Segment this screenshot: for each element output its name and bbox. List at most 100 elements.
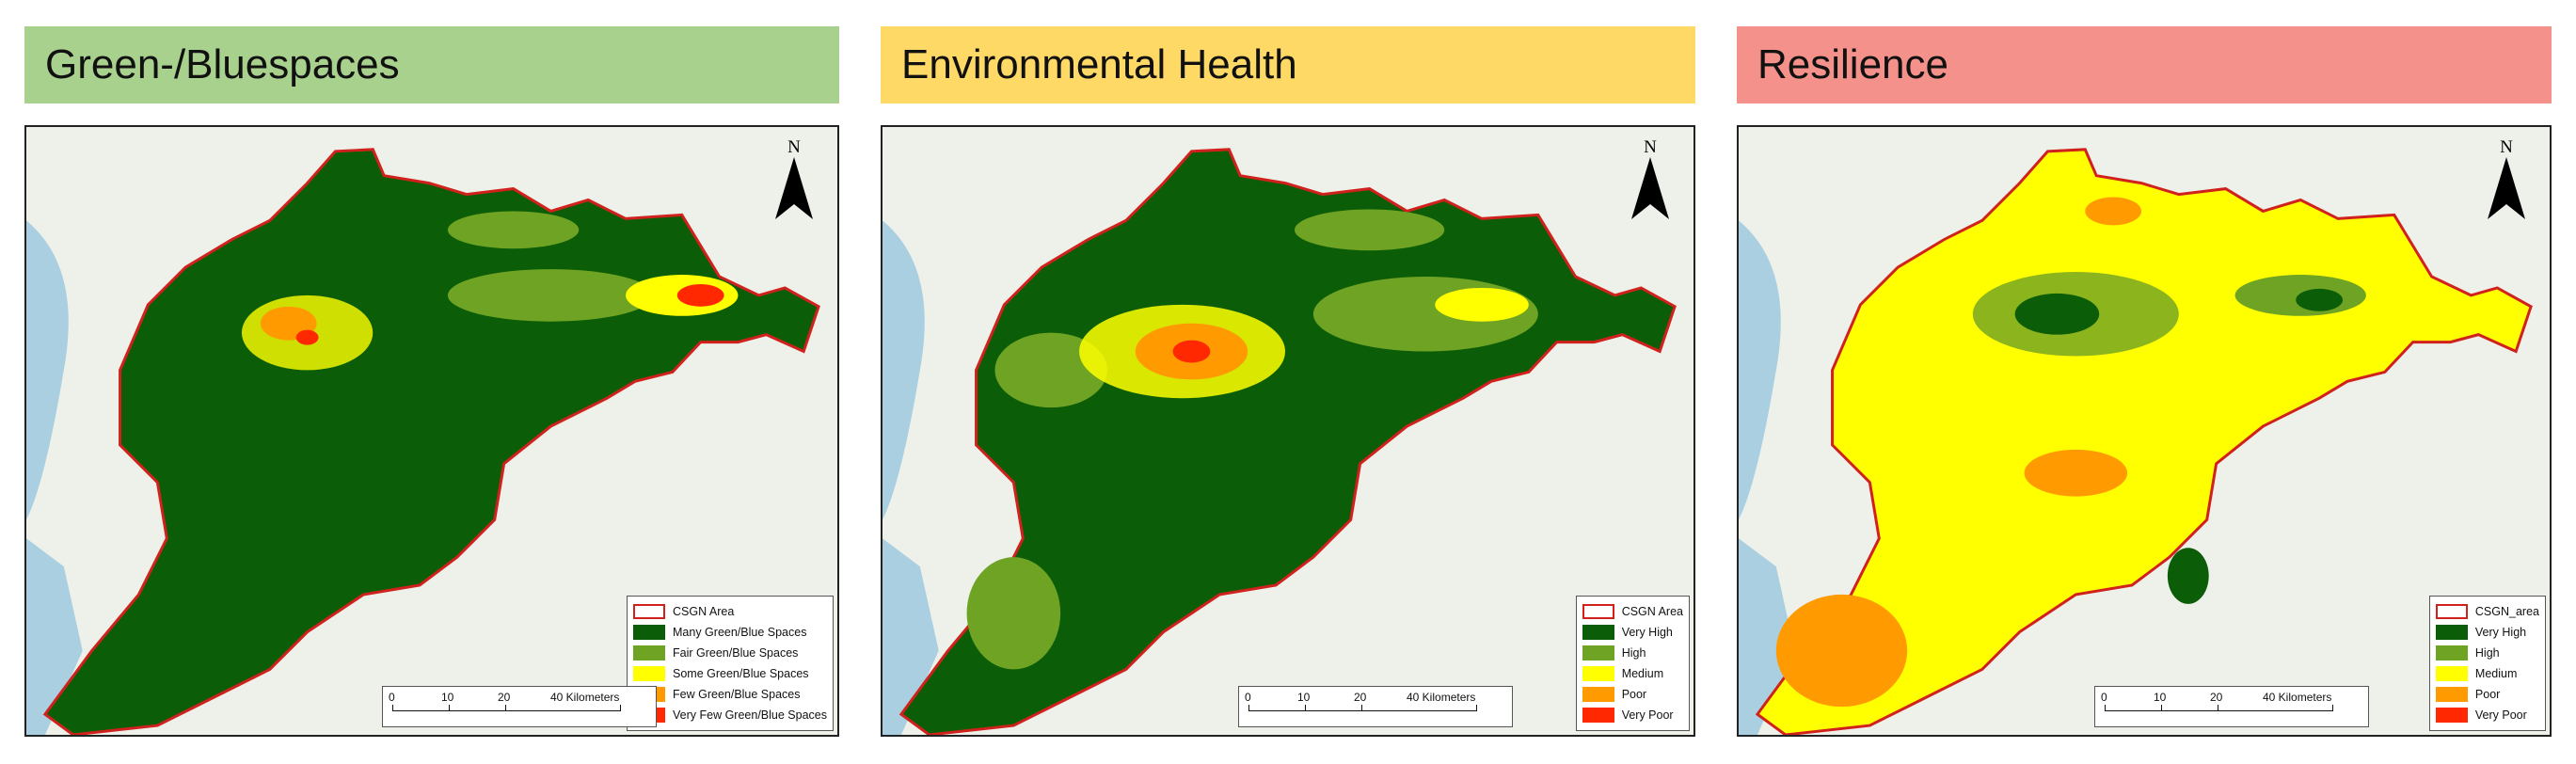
legend-item: High xyxy=(2435,643,2539,663)
legend-swatch xyxy=(1582,687,1614,702)
legend-swatch xyxy=(2435,625,2468,640)
scale-tick xyxy=(1476,705,1477,711)
legend-item: Medium xyxy=(1582,663,1683,684)
legend-label: Very Few Green/Blue Spaces xyxy=(673,708,827,722)
legend-item: Fair Green/Blue Spaces xyxy=(633,643,827,663)
legend-item: Some Green/Blue Spaces xyxy=(633,663,827,684)
patch-fair xyxy=(447,269,654,322)
legend-label: CSGN Area xyxy=(673,605,735,618)
legend-item: Medium xyxy=(2435,663,2539,684)
scale-tick xyxy=(449,705,450,711)
legend-swatch xyxy=(2435,645,2468,661)
legend-item: Very Poor xyxy=(1582,705,1683,725)
legend-swatch xyxy=(2435,604,2468,619)
legend-item: Poor xyxy=(1582,684,1683,705)
patch-medium-east xyxy=(1435,287,1529,322)
panel-title: Green-/Bluespaces xyxy=(45,41,400,88)
legend-label: Poor xyxy=(2474,688,2501,701)
north-label: N xyxy=(787,137,801,157)
panel-resilience: Resilience N CSGN_area Very High xyxy=(1737,0,2552,764)
north-arrow-icon xyxy=(1631,157,1669,219)
scale-bar: 0 10 20 40 Kilometers xyxy=(382,686,657,727)
legend-item: CSGN Area xyxy=(633,601,827,622)
legend-swatch xyxy=(1582,666,1614,681)
patch-high-south xyxy=(966,557,1061,670)
panel-title-bar: Environmental Health xyxy=(881,26,1695,103)
legend-label: Some Green/Blue Spaces xyxy=(673,667,809,680)
water-southwest xyxy=(883,538,939,735)
legend-label: Very High xyxy=(2474,626,2527,639)
legend-label: High xyxy=(1621,646,1646,660)
north-label: N xyxy=(1644,137,1657,157)
patch-poor xyxy=(2024,449,2128,497)
legend-swatch xyxy=(633,604,666,619)
legend-label: Many Green/Blue Spaces xyxy=(673,626,807,639)
legend-swatch xyxy=(1582,604,1614,619)
map-legend: CSGN_area Very High High Medium Poor Ver… xyxy=(2428,596,2546,731)
patch-very-few-east xyxy=(676,283,724,307)
legend-swatch xyxy=(633,666,666,681)
legend-label: Very Poor xyxy=(2474,708,2527,722)
scale-tick-label: 0 xyxy=(2101,691,2107,704)
map-canvas[interactable] xyxy=(883,127,1693,735)
legend-item: CSGN Area xyxy=(1582,601,1683,622)
scale-line xyxy=(1248,710,1476,711)
scale-tick xyxy=(2161,705,2162,711)
water-west xyxy=(1739,220,1781,520)
patch-very-high-south xyxy=(2167,548,2209,604)
scale-unit-label: 40 Kilometers xyxy=(2263,691,2332,704)
legend-label: Very Poor xyxy=(1621,708,1674,722)
water-west xyxy=(883,220,925,520)
scale-tick xyxy=(2105,705,2106,711)
north-label: N xyxy=(2500,137,2513,157)
map-canvas[interactable] xyxy=(1739,127,2550,735)
legend-swatch xyxy=(1582,645,1614,661)
panel-title: Resilience xyxy=(1757,41,1948,88)
legend-swatch xyxy=(2435,666,2468,681)
legend-label: Medium xyxy=(2474,667,2518,680)
scale-tick-label: 10 xyxy=(2154,691,2167,704)
legend-swatch xyxy=(2435,708,2468,723)
legend-item: CSGN_area xyxy=(2435,601,2539,622)
water-southwest xyxy=(1739,538,1795,735)
scale-bar: 0 10 20 40 Kilometers xyxy=(1238,686,1513,727)
panel-greenbluespaces: Green-/Bluespaces N CSGN Area Many xyxy=(24,0,839,764)
legend-label: High xyxy=(2474,646,2500,660)
patch-poor-south xyxy=(1775,594,1908,708)
legend-label: CSGN Area xyxy=(1621,605,1683,618)
scale-bar: 0 10 20 40 Kilometers xyxy=(2094,686,2369,727)
panel-environmental-health: Environmental Health N CSGN Area Ve xyxy=(881,0,1695,764)
map-frame[interactable]: N CSGN Area Very High High Medium Poor V… xyxy=(881,125,1695,737)
scale-tick-label: 20 xyxy=(2210,691,2223,704)
scale-tick-label: 20 xyxy=(1354,691,1367,704)
legend-label: Few Green/Blue Spaces xyxy=(673,688,801,701)
north-arrow: N xyxy=(2484,138,2529,225)
scale-tick xyxy=(620,705,621,711)
map-frame[interactable]: N CSGN Area Many Green/Blue Spaces Fair … xyxy=(24,125,839,737)
scale-tick-label: 10 xyxy=(441,691,454,704)
legend-item: Very Poor xyxy=(2435,705,2539,725)
legend-swatch xyxy=(633,625,666,640)
map-canvas[interactable] xyxy=(26,127,837,735)
map-legend: CSGN Area Very High High Medium Poor Ver… xyxy=(1575,596,1690,731)
legend-item: Poor xyxy=(2435,684,2539,705)
north-arrow-icon xyxy=(2488,157,2525,219)
north-arrow-icon xyxy=(775,157,813,219)
scale-tick xyxy=(1248,705,1249,711)
north-arrow: N xyxy=(1628,138,1673,225)
legend-swatch xyxy=(633,645,666,661)
legend-item: Many Green/Blue Spaces xyxy=(633,622,827,643)
scale-tick xyxy=(1361,705,1362,711)
scale-tick xyxy=(2332,705,2333,711)
panel-title-bar: Resilience xyxy=(1737,26,2552,103)
legend-label: Medium xyxy=(1621,667,1664,680)
scale-tick-label: 0 xyxy=(1245,691,1251,704)
scale-unit-label: 40 Kilometers xyxy=(1407,691,1476,704)
scale-tick xyxy=(505,705,506,711)
patch-high-north xyxy=(1294,209,1445,251)
legend-item: High xyxy=(1582,643,1683,663)
patch-very-poor xyxy=(1172,340,1211,363)
scale-tick-label: 10 xyxy=(1297,691,1311,704)
map-frame[interactable]: N CSGN_area Very High High Medium Poor V… xyxy=(1737,125,2552,737)
legend-item: Few Green/Blue Spaces xyxy=(633,684,827,705)
